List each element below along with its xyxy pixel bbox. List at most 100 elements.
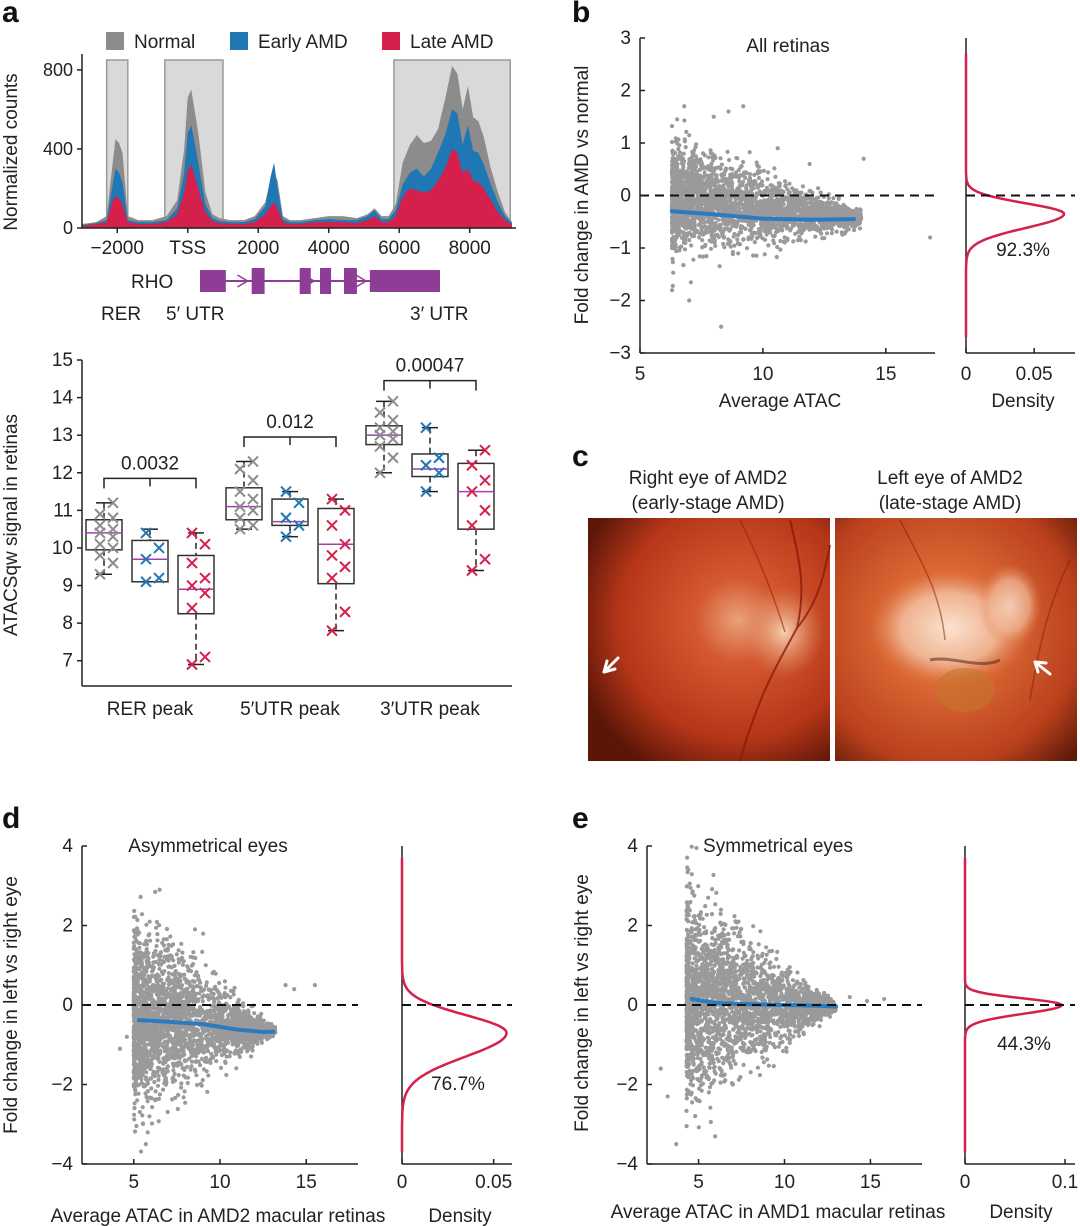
scatter-point [788,226,793,232]
scatter-point [679,161,684,166]
scatter-point [858,208,863,213]
scatter-point [720,174,725,179]
scatter-point [707,174,712,179]
scatter-point [179,1081,184,1086]
scatter-point [179,1062,184,1067]
data-point-marker [479,474,491,486]
scatter-point [176,1092,181,1098]
outlier-point [711,114,716,119]
scatter-point [705,208,710,213]
data-point-marker [94,508,106,520]
scatter-point [695,187,701,192]
scatter-point [132,957,137,962]
scatter-point [816,213,821,218]
scatter-point [682,137,687,142]
scatter-point [190,955,196,960]
y-tick-label: −3 [609,343,631,364]
scatter-point [797,234,802,239]
box-body [85,519,123,551]
scatter-point [749,225,754,230]
scatter-point [762,189,767,194]
scatter-point [747,203,752,208]
scatter-point [769,183,774,188]
x-tick-label: 15 [875,364,896,385]
scatter-point [153,1089,158,1094]
scatter-point [674,249,679,254]
data-point-marker [107,512,119,524]
scatter-point [135,1098,140,1103]
scatter-point [829,231,834,236]
scatter-point [671,270,676,275]
scatter-point [199,1083,204,1088]
data-point-marker [107,557,119,569]
scatter-point [184,1007,190,1013]
p-value-label: 0.0032 [121,453,179,474]
scatter-point [703,187,708,192]
scatter-point [725,241,730,246]
chevron-right-icon [355,274,368,288]
scatter-point [712,189,718,194]
coverage-y-axis-label: Normalized counts [1,73,22,230]
image-title-left-eye: Left eye of AMD2 [877,468,1023,489]
scatter-point [669,230,675,235]
y-tick-label: 0 [620,186,631,207]
scatter-point [672,190,677,195]
scatter-point [698,224,704,229]
scatter-point [805,225,810,230]
scatter-point [748,172,753,177]
scatter-point [746,221,752,226]
scatter-point [761,224,766,229]
scatter-point [194,1073,199,1078]
scatter-point [140,1105,145,1110]
scatter-point [739,198,744,203]
scatter-point [798,229,803,234]
scatter-point [180,950,185,955]
scatter-point [742,202,747,207]
scatter-point [702,153,707,158]
scatter-point [757,204,762,210]
scatter-point [144,922,149,927]
scatter-point [157,966,162,971]
scatter-point [156,1077,161,1082]
scatter-point [727,176,732,181]
scatter-point [174,952,179,957]
panel-b-density-label: Density [991,391,1055,412]
y-tick-label: 12 [52,463,73,484]
data-point-marker [107,497,119,509]
scatter-point [691,257,696,262]
scatter-point [836,223,842,228]
scatter-point [726,180,731,185]
data-point-marker [140,553,152,565]
box-y-axis-label: ATACSqw signal in retinas [1,414,22,636]
scatter-point [670,288,675,293]
scatter-point [222,979,227,984]
scatter-point [181,1095,186,1100]
scatter-point [708,186,713,192]
scatter-point [770,233,775,238]
scatter-point [194,1082,200,1088]
scatter-point [781,189,786,194]
y-tick-label: −1 [609,238,631,259]
gene-exon [369,270,440,292]
scatter-point [759,191,764,196]
scatter-point [259,1039,264,1044]
scatter-point [249,1054,254,1059]
scatter-point [670,200,675,205]
scatter-point [834,214,839,219]
scatter-point [684,234,689,239]
density-x-tick-label: 0.05 [1016,364,1053,385]
p-value-label: 0.00047 [396,356,465,377]
scatter-point [748,211,754,216]
scatter-point [176,948,181,953]
data-point-marker [107,523,119,535]
gene-exon [344,268,357,294]
scatter-point [751,230,756,235]
scatter-point [752,240,758,245]
data-point-marker [387,452,399,464]
image-subtitle-right-eye: (early-stage AMD) [631,493,784,514]
scatter-point [834,201,839,206]
outlier-point [861,156,866,161]
scatter-point [773,230,779,235]
scatter-point [733,220,738,225]
